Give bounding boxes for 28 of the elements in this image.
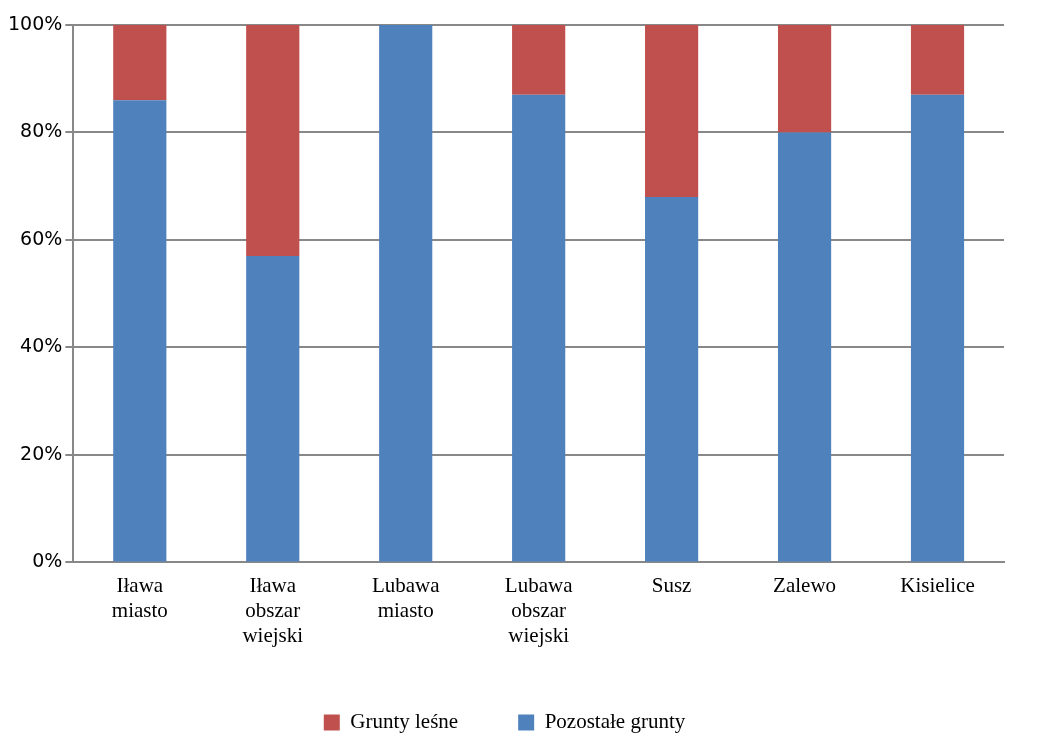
bar [379,25,433,562]
x-tick-label: Iława miasto [111,572,168,622]
legend-label: Grunty leśne [350,709,459,734]
x-tick-label: Lubawa miasto [371,572,441,622]
bar [910,94,965,562]
bar [512,25,566,95]
x-tick-label: Iława obszar wiejski [242,572,304,647]
x-tick-label: Zalewo [773,572,837,597]
x-tick-label: Kisielice [900,572,975,597]
y-tick-label: 40% [20,334,63,357]
bar [113,100,167,562]
y-tick-label: 0% [32,549,63,572]
bar [777,25,832,133]
x-tick-label: Lubawa obszar wiejski [504,572,574,647]
y-tick-label: 20% [20,441,63,464]
bar [113,25,167,101]
y-tick-label: 60% [20,226,63,249]
legend-label: Pozostałe grunty [544,709,686,734]
bar [512,94,566,562]
y-tick-label: 80% [20,119,63,142]
bar [910,25,965,95]
x-tick-label: Susz [651,572,692,597]
bar [645,25,699,197]
bar [246,256,300,562]
bar [246,25,300,257]
y-tick-label: 100% [7,11,63,34]
bar [777,132,832,562]
bar [645,196,699,562]
